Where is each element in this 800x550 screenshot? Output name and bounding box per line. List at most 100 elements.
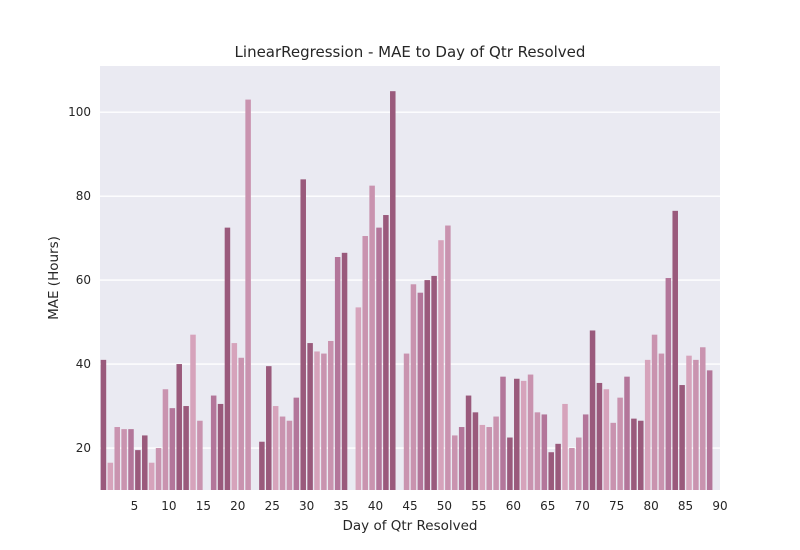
- x-tick-label: 25: [265, 499, 280, 513]
- bar-day-69: [576, 437, 582, 490]
- bar-day-23: [259, 441, 265, 490]
- bar-day-17: [217, 403, 224, 490]
- bar-day-48: [431, 275, 437, 490]
- bar-day-50: [445, 225, 451, 490]
- bar-day-24: [266, 366, 272, 490]
- bar-day-85: [686, 355, 692, 490]
- bar-day-3: [121, 429, 127, 490]
- bar-day-83: [672, 210, 678, 491]
- bar-day-82: [665, 278, 672, 490]
- bar-day-49: [438, 240, 444, 490]
- bar-day-52: [458, 427, 465, 490]
- bar-day-30: [307, 343, 313, 490]
- bar-day-1: [107, 462, 114, 490]
- bar-day-38: [362, 236, 368, 490]
- bar-day-9: [162, 389, 169, 490]
- bar-day-56: [486, 427, 492, 490]
- x-tick-label: 85: [678, 499, 693, 513]
- y-axis-label: MAE (Hours): [46, 236, 62, 320]
- bar-day-45: [410, 284, 417, 490]
- bar-day-47: [424, 280, 430, 490]
- bar-day-8: [155, 448, 162, 490]
- bar-day-81: [658, 353, 665, 490]
- x-tick-label: 45: [402, 499, 417, 513]
- bar-day-80: [651, 334, 658, 490]
- bar-day-58: [500, 376, 506, 490]
- bar-day-53: [465, 395, 472, 490]
- bar-day-60: [514, 378, 520, 490]
- x-tick-label: 10: [161, 499, 176, 513]
- bar-day-14: [197, 420, 203, 490]
- bar-day-87: [700, 347, 706, 490]
- x-tick-label: 5: [131, 499, 139, 513]
- bar-day-63: [534, 412, 541, 490]
- bar-day-0: [100, 359, 107, 490]
- bar-day-18: [224, 227, 231, 490]
- bar-day-68: [569, 448, 575, 490]
- bar-day-35: [341, 252, 348, 490]
- bar-day-72: [596, 382, 603, 490]
- plot-background: [100, 66, 720, 490]
- bar-day-16: [210, 395, 217, 490]
- bar-day-42: [390, 91, 396, 491]
- bar-day-62: [527, 374, 534, 490]
- bar-day-67: [562, 403, 568, 490]
- grid-lines: [100, 111, 720, 449]
- bar-day-20: [238, 357, 244, 490]
- bar-day-19: [231, 343, 238, 490]
- x-tick-label: 65: [540, 499, 555, 513]
- x-tick-label: 70: [575, 499, 590, 513]
- bar-day-76: [624, 376, 630, 490]
- bar-day-84: [679, 385, 685, 490]
- x-tick-label: 55: [471, 499, 486, 513]
- bar-day-12: [183, 406, 189, 490]
- y-tick-label: 60: [76, 273, 91, 287]
- x-tick-label: 90: [712, 499, 727, 513]
- bar-day-25: [272, 406, 279, 490]
- bar-day-70: [582, 414, 589, 490]
- y-tick-labels: 20 40 60 80 100: [68, 105, 91, 455]
- bar-day-10: [169, 408, 176, 490]
- bar-day-6: [142, 435, 148, 490]
- bar-day-65: [548, 452, 554, 490]
- x-tick-label: 35: [333, 499, 348, 513]
- x-tick-label: 15: [196, 499, 211, 513]
- x-tick-labels: 5 10 15 20 25 30 35 40 45 50 55 60 65 70 75 80 85 90: [131, 499, 728, 513]
- bar-day-61: [520, 380, 527, 490]
- bar-day-54: [472, 412, 479, 490]
- x-axis-label: Day of Qtr Resolved: [343, 518, 478, 534]
- bar-day-29: [300, 179, 306, 490]
- bar-day-26: [279, 416, 286, 490]
- bar-day-2: [114, 427, 120, 490]
- bar-day-77: [631, 418, 637, 490]
- bar-day-74: [610, 422, 616, 490]
- bar-day-86: [693, 359, 699, 490]
- x-tick-label: 75: [609, 499, 624, 513]
- bar-day-71: [589, 330, 596, 490]
- bar-day-57: [493, 416, 499, 490]
- bar-day-21: [245, 99, 251, 490]
- bar-day-44: [403, 353, 410, 490]
- bar-day-75: [617, 397, 623, 490]
- bar-day-51: [452, 435, 458, 490]
- bar-day-31: [314, 351, 320, 490]
- bar-day-5: [135, 450, 141, 490]
- bar-day-59: [507, 437, 513, 490]
- x-tick-label: 30: [299, 499, 314, 513]
- x-tick-label: 60: [506, 499, 521, 513]
- bar-day-46: [417, 292, 424, 490]
- bar-day-79: [644, 359, 651, 490]
- bars: [100, 91, 713, 491]
- bar-day-34: [334, 257, 341, 490]
- bar-day-88: [706, 370, 713, 490]
- bar-day-27: [286, 420, 293, 490]
- x-tick-label: 40: [368, 499, 383, 513]
- bar-day-78: [638, 420, 644, 490]
- y-tick-label: 40: [76, 357, 91, 371]
- bar-day-37: [355, 307, 362, 490]
- bar-day-40: [376, 227, 382, 490]
- chart-title: LinearRegression - MAE to Day of Qtr Res…: [235, 43, 586, 61]
- bar-day-55: [479, 424, 486, 490]
- bar-day-41: [383, 215, 389, 490]
